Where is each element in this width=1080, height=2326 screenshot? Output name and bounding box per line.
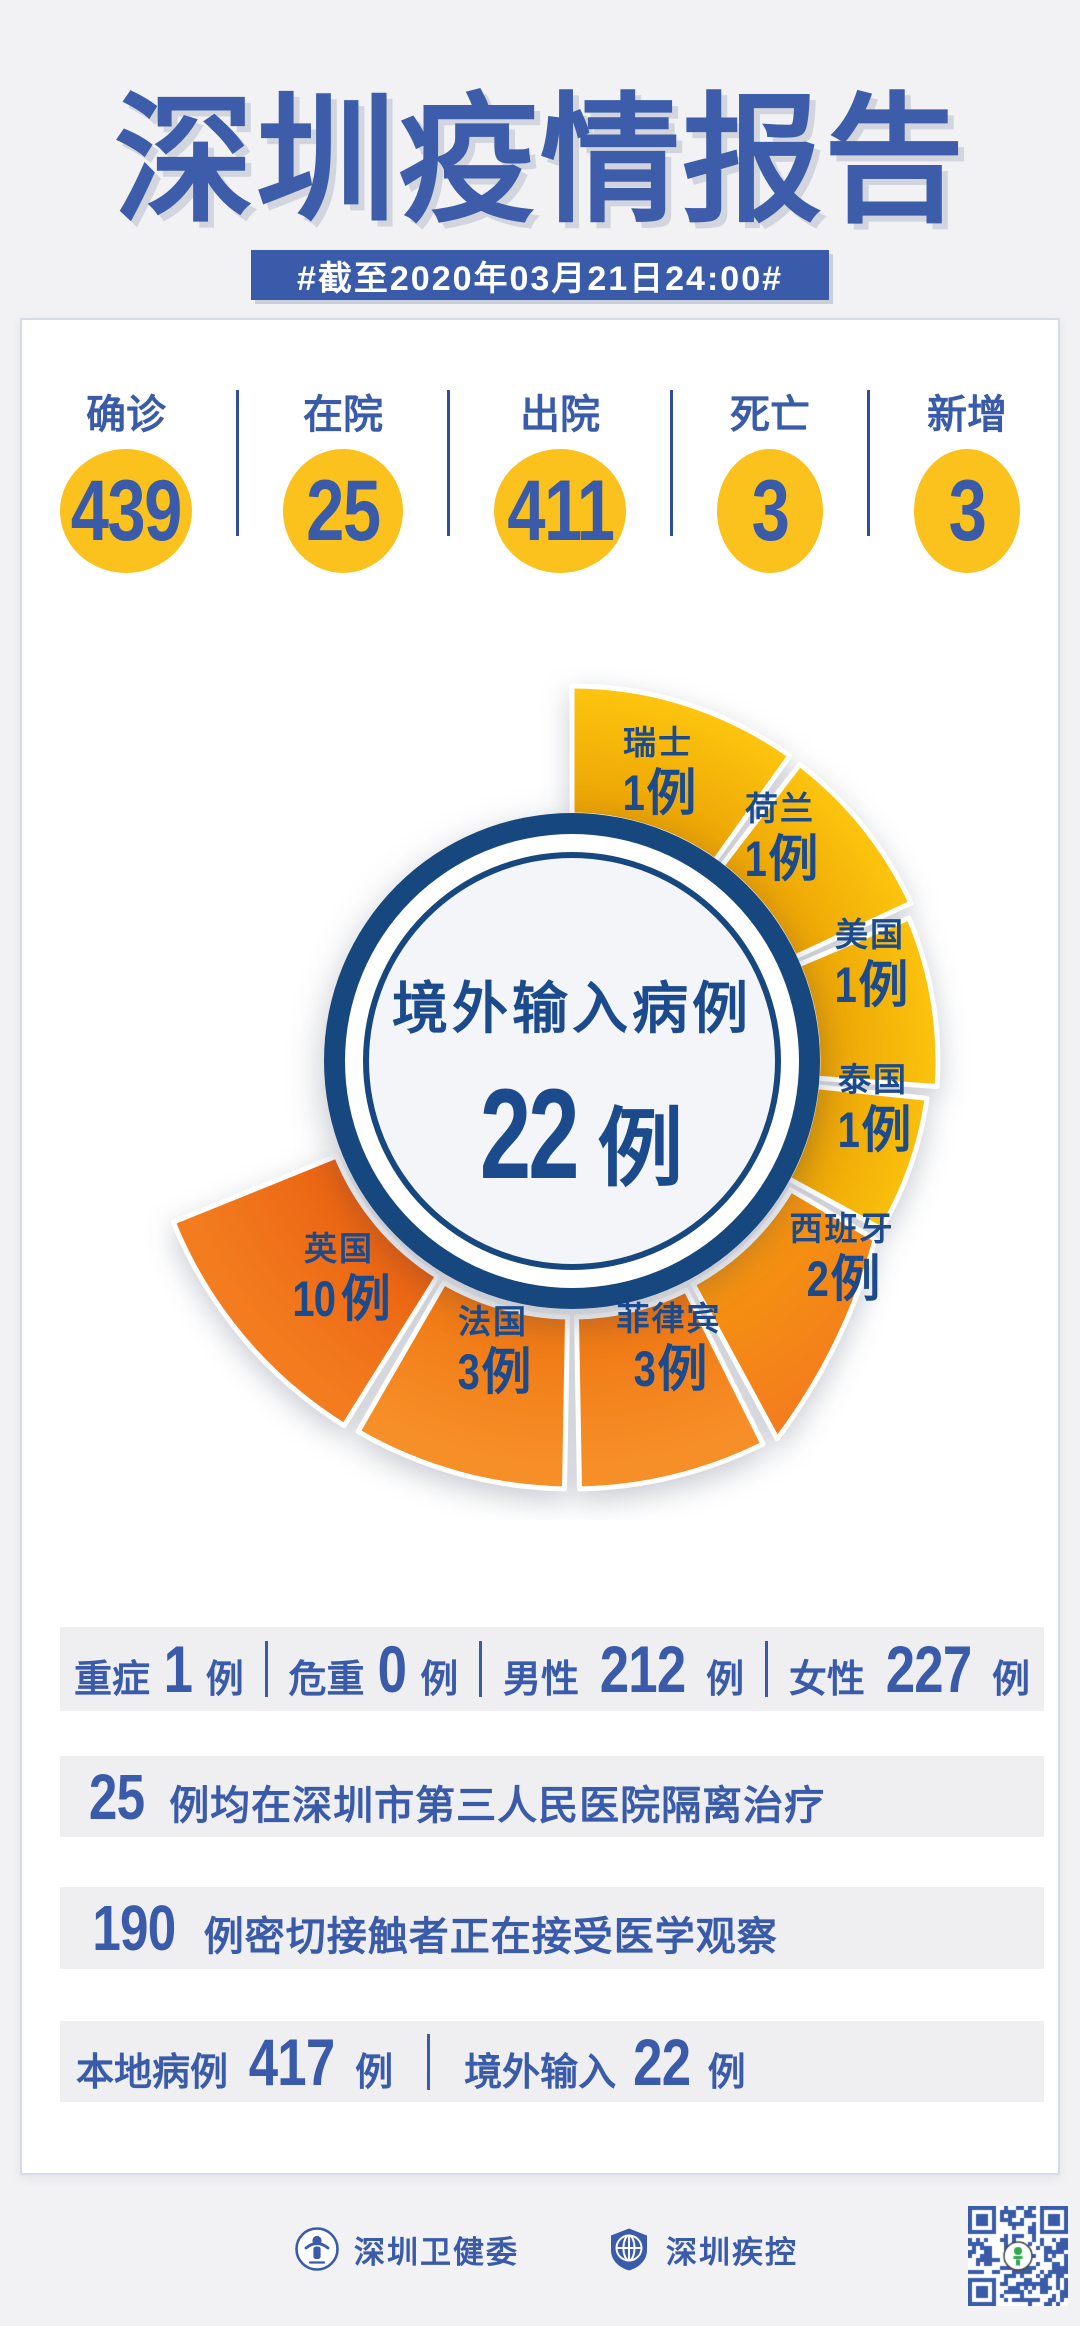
severity-gender-band: 重症 1 例 危重 0 例 男性 212 例 女性 227 例 — [60, 1627, 1044, 1711]
stat-label: 出院 — [520, 393, 600, 437]
stat-circle: 439 — [60, 449, 192, 573]
stat-item-in-hospital: 在院 25 — [283, 382, 403, 573]
stat-value: 439 — [71, 462, 183, 559]
qr-code — [968, 2206, 1068, 2306]
stat-value: 3 — [751, 462, 790, 559]
stat-item-new-cases: 新增 3 — [914, 382, 1020, 573]
band-divider — [764, 1641, 768, 1697]
stat-value: 411 — [506, 462, 615, 559]
band-divider — [479, 1641, 483, 1697]
segment-label-france: 法国 3例 — [457, 1303, 532, 1400]
isolated-count: 25 — [88, 1760, 145, 1833]
footer-org-health-commission: 深圳卫健委 — [294, 2226, 519, 2272]
wedge-spain — [690, 1187, 878, 1442]
segment-label-usa: 美国 1例 — [834, 916, 909, 1013]
hospital-isolation-band: 25 例均在深圳市第三人民医院隔离治疗 — [60, 1756, 1044, 1837]
chart-center-value-line: 22 例 — [342, 1061, 802, 1208]
chart-center-value: 22 — [479, 1063, 580, 1206]
imported-cases-chart: 境外输入病例 22 例 瑞士 1例 荷兰 1例 美国 1例 泰国 1例 西班牙 2… — [0, 620, 1080, 1520]
stat-circle: 3 — [914, 449, 1020, 573]
chart-center-label: 境外输入病例 — [392, 977, 752, 1040]
medical-observation-band: 190 例密切接触者正在接受医学观察 — [60, 1887, 1044, 1969]
footer-org-label: 深圳疾控 — [666, 2234, 798, 2270]
segment-label-switzerland: 瑞士 1例 — [622, 724, 697, 821]
observation-count: 190 — [92, 1892, 176, 1964]
stat-label: 确诊 — [86, 393, 166, 437]
chart-center-circle — [324, 813, 820, 1309]
segment-label-philippines: 菲律宾 3例 — [616, 1300, 722, 1397]
band-divider — [264, 1641, 268, 1697]
wedge-uk — [170, 1153, 440, 1429]
wedge-philippines — [574, 1287, 766, 1492]
segment-label-thailand: 泰国 1例 — [837, 1061, 912, 1158]
segment-label-uk: 英国 10 例 — [292, 1230, 391, 1327]
health-commission-logo-icon — [295, 2227, 339, 2271]
stat-label: 在院 — [303, 393, 383, 437]
wedge-france — [355, 1280, 570, 1492]
stat-divider — [236, 390, 239, 536]
segment-label-spain: 西班牙 2例 — [789, 1210, 895, 1307]
stat-item-discharged: 出院 411 — [494, 382, 626, 573]
cdc-shield-logo-icon — [611, 2228, 647, 2271]
observation-text: 例密切接触者正在接受医学观察 — [203, 1915, 778, 1959]
stat-value: 25 — [306, 462, 381, 559]
footer-org-label: 深圳卫健委 — [354, 2234, 519, 2270]
stat-item-confirmed: 确诊 439 — [60, 382, 192, 573]
segment-label-netherlands: 荷兰 1例 — [744, 790, 819, 887]
page-title: 深圳疫情报告 — [113, 82, 966, 239]
fan-chart-graphic — [170, 683, 941, 1492]
chart-center-unit: 例 — [597, 1101, 684, 1197]
stat-circle: 25 — [283, 449, 403, 573]
isolated-text: 例均在深圳市第三人民医院隔离治疗 — [169, 1783, 826, 1828]
stat-value: 3 — [948, 462, 987, 559]
chart-center-text: 境外输入病例 22 例 — [342, 964, 802, 1208]
stat-critical: 危重 0 例 — [288, 1632, 459, 1706]
summary-stats: 确诊 439 在院 25 出院 411 死亡 3 新增 — [60, 382, 1020, 573]
stat-divider — [670, 390, 673, 536]
stat-item-deaths: 死亡 3 — [717, 382, 823, 573]
date-badge: #截至2020年03月21日24:00# — [251, 250, 829, 300]
stat-circle: 3 — [717, 449, 823, 573]
stat-local-cases: 本地病例 417 例 — [76, 2024, 394, 2099]
stat-severe: 重症 1 例 — [74, 1632, 244, 1706]
stat-divider — [867, 390, 870, 536]
stat-male: 男性 212 例 — [502, 1632, 745, 1706]
stat-circle: 411 — [494, 449, 626, 573]
stat-female: 女性 227 例 — [788, 1632, 1030, 1706]
stat-divider — [447, 390, 450, 536]
footer-org-cdc: 深圳疾控 — [606, 2226, 798, 2272]
stat-label: 新增 — [927, 393, 1007, 437]
local-vs-imported-band: 本地病例 417 例 境外输入 22 例 — [60, 2021, 1044, 2102]
stat-imported-cases: 境外输入 22 例 — [464, 2024, 746, 2099]
band-divider — [427, 2033, 431, 2090]
stat-label: 死亡 — [730, 393, 810, 437]
